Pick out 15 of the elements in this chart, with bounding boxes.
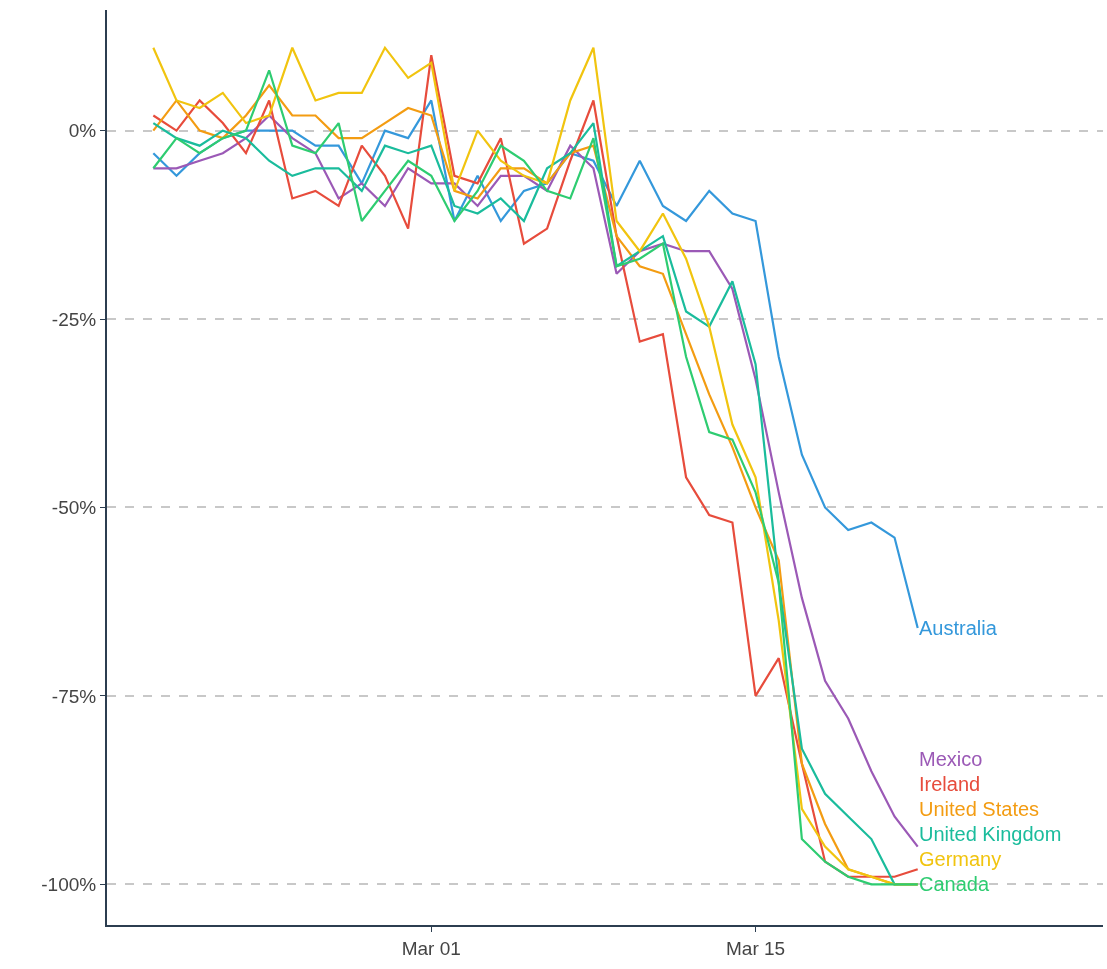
text: United States [919,798,1040,820]
text: Ireland [919,773,981,795]
series-label: Australia [919,617,998,639]
series-label: United Kingdom [919,823,1062,845]
y-tick-label: -25% [51,308,97,330]
series-label: Germany [919,848,1002,870]
x-tick-label: Mar 15 [725,937,786,959]
text: Mexico [919,748,983,770]
y-tick-label: -100% [41,873,97,895]
line-series [152,99,919,630]
x-tick-label: Mar 01 [401,937,461,959]
y-tick-label: -75% [51,685,97,707]
y-tick-label: -50% [51,497,97,519]
series-label: Canada [919,873,990,895]
y-tick-label: 0% [68,120,97,142]
